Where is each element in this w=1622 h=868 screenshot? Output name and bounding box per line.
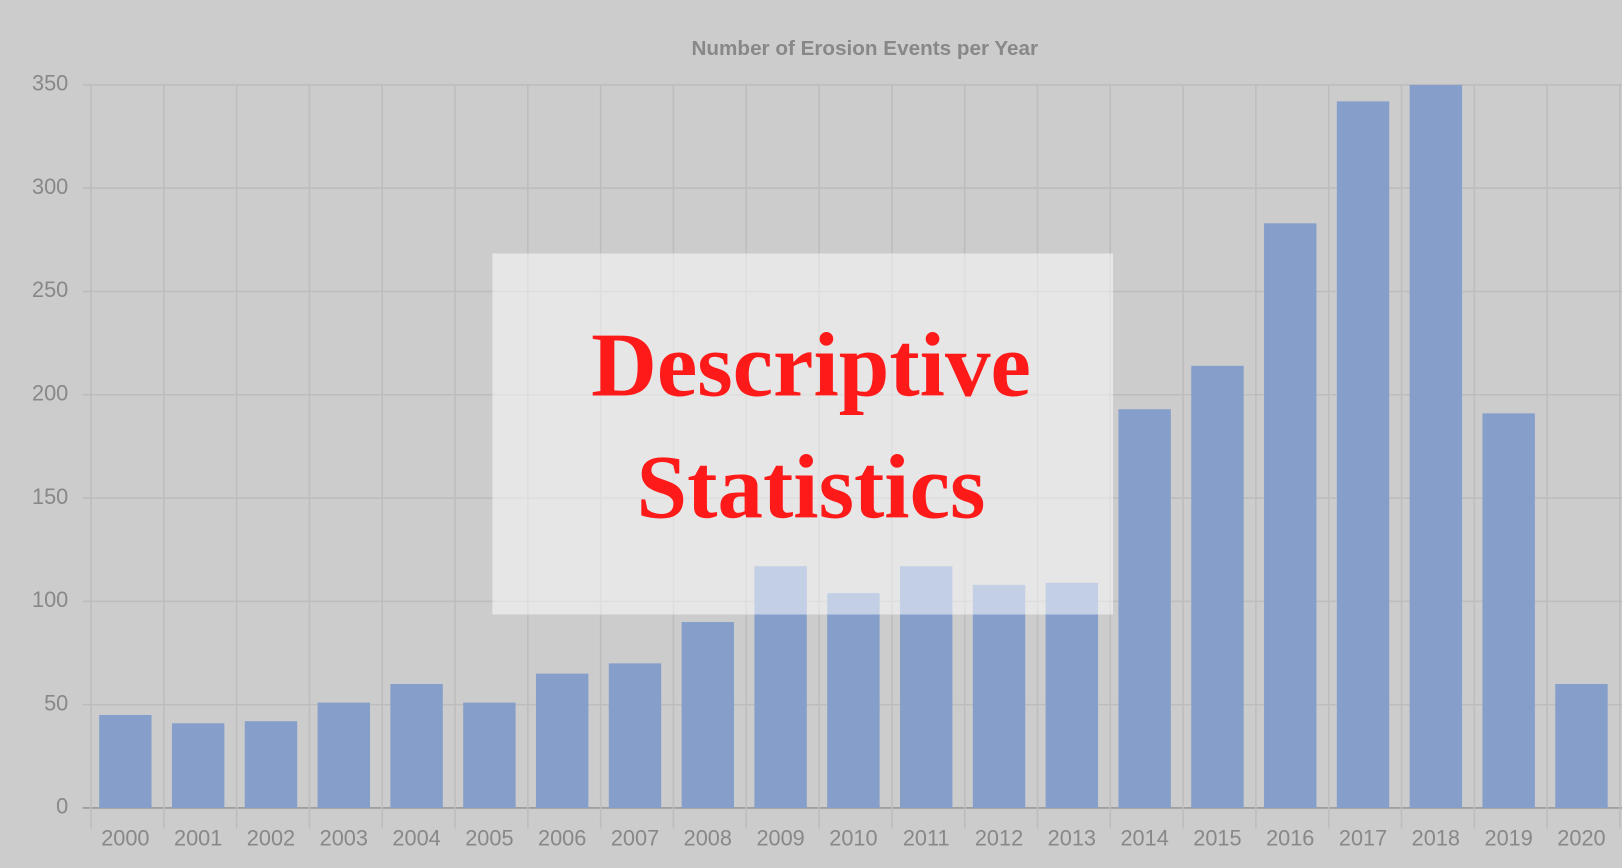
- bar: [1264, 223, 1317, 808]
- x-tick-label: 2004: [392, 826, 440, 851]
- y-tick-label: 100: [32, 587, 68, 612]
- x-tick-label: 2006: [538, 826, 586, 851]
- x-tick-label: 2011: [903, 826, 950, 851]
- x-tick-label: 2005: [465, 826, 513, 851]
- x-tick-label: 2015: [1193, 826, 1241, 851]
- y-tick-label: 200: [32, 380, 68, 405]
- x-tick-label: 2018: [1412, 826, 1460, 851]
- overlay-box: [492, 253, 1114, 615]
- y-tick-label: 250: [32, 277, 68, 302]
- chart-title: Number of Erosion Events per Year: [692, 37, 1039, 60]
- bar: [1118, 409, 1171, 808]
- x-tick-label: 2013: [1048, 826, 1096, 851]
- y-tick-label: 150: [32, 484, 68, 509]
- x-tick-label: 2016: [1266, 826, 1314, 851]
- bar: [608, 663, 662, 808]
- bar: [1409, 84, 1463, 808]
- y-tick-label: 300: [32, 174, 68, 199]
- bar: [1555, 683, 1608, 808]
- bar: [463, 702, 516, 808]
- bar: [972, 584, 1026, 808]
- x-tick-label: 2009: [756, 826, 804, 851]
- x-tick-label: 2003: [320, 826, 368, 851]
- bar: [1336, 101, 1390, 808]
- x-tick-label: 2001: [174, 826, 222, 851]
- x-tick-label: 2014: [1120, 826, 1168, 851]
- x-tick-label: 2019: [1484, 826, 1532, 851]
- bar: [1045, 582, 1099, 808]
- x-tick-label: 2008: [684, 826, 732, 851]
- bar: [317, 702, 370, 808]
- y-tick-label: 0: [56, 794, 68, 819]
- x-tick-label: 2010: [829, 826, 877, 851]
- x-tick-label: 2017: [1339, 826, 1387, 851]
- bar: [244, 721, 298, 808]
- x-tick-label: 2012: [975, 826, 1023, 851]
- x-tick-label: 2000: [101, 826, 149, 851]
- overlay-text: Statistics: [637, 436, 986, 537]
- overlay-text: Descriptive: [591, 314, 1031, 415]
- bar: [1191, 365, 1244, 808]
- bar: [681, 622, 735, 808]
- x-tick-label: 2020: [1557, 826, 1605, 851]
- bar: [171, 723, 225, 808]
- y-tick-label: 50: [44, 690, 68, 715]
- y-tick-label: 350: [32, 71, 68, 96]
- bar: [1482, 413, 1535, 808]
- x-tick-label: 2002: [247, 826, 295, 851]
- x-tick-label: 2007: [611, 826, 659, 851]
- bar: [827, 593, 880, 808]
- bar: [390, 683, 443, 808]
- bar: [535, 673, 589, 808]
- bar: [99, 714, 152, 808]
